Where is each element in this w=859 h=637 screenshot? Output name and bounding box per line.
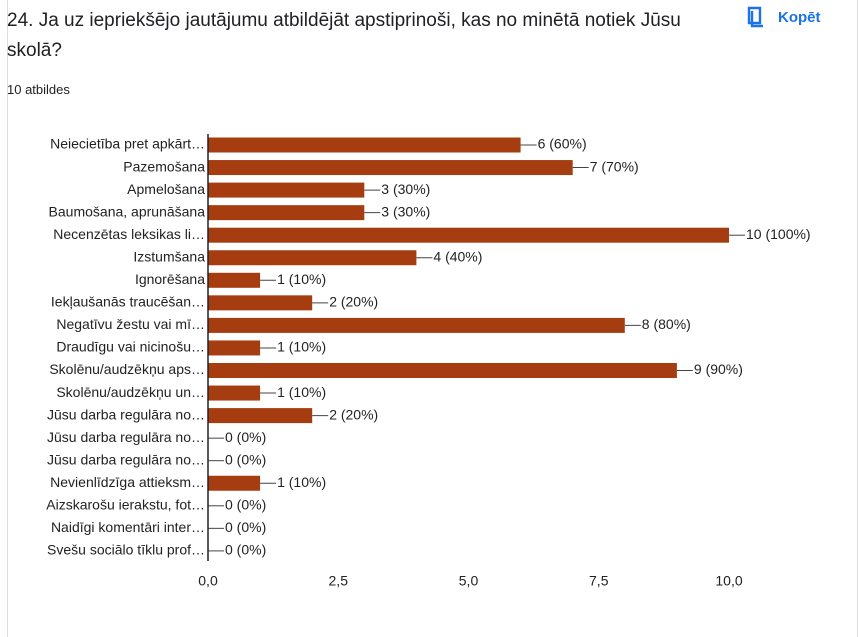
bar	[208, 408, 313, 424]
bar	[208, 295, 313, 311]
x-tick-label: 0,0	[198, 573, 218, 589]
data-label: 0 (0%)	[225, 519, 266, 535]
data-label: 2 (20%)	[329, 294, 378, 310]
bar	[208, 385, 261, 401]
x-tick-label: 10,0	[715, 573, 742, 589]
bar	[208, 205, 365, 221]
y-tick-label: Neiecietība pret apkārt…	[50, 136, 205, 152]
x-tick-label: 2,5	[329, 573, 349, 589]
y-tick-label: Apmelošana	[127, 181, 205, 197]
y-tick-label: Izstumšana	[133, 248, 205, 264]
data-label: 6 (60%)	[538, 136, 587, 152]
y-tick-label: Ignorēšana	[135, 271, 205, 287]
copy-icon	[747, 6, 763, 28]
data-label: 3 (30%)	[381, 181, 430, 197]
chart-title: 24. Ja uz iepriekšējo jautājumu atbildēj…	[7, 10, 681, 61]
y-tick-label: Baumošana, aprunāšana	[49, 203, 206, 219]
bar	[208, 340, 261, 356]
copy-label: Kopēt	[778, 8, 821, 26]
x-tick-label: 5,0	[459, 573, 479, 589]
bar	[208, 475, 261, 491]
chart-subtitle: 10 atbildes	[7, 82, 70, 97]
y-tick-label: Iekļaušanās traucēšan…	[51, 294, 205, 310]
bar	[208, 363, 677, 378]
y-tick-label: Naidīgi komentāri inter…	[51, 519, 205, 535]
y-tick-label: Nevienlīdzīga attieksm…	[50, 474, 205, 490]
y-tick-label: Jūsu darba regulāra no…	[47, 406, 205, 422]
y-tick-label: Skolēnu/audzēkņu un…	[56, 384, 205, 400]
y-tick-label: Negatīvu žestu vai mī…	[56, 316, 205, 332]
data-label: 7 (70%)	[590, 158, 639, 174]
bar	[208, 227, 729, 243]
data-label: 3 (30%)	[381, 203, 430, 219]
data-label: 0 (0%)	[225, 451, 266, 467]
bar	[208, 160, 573, 176]
y-tick-label: Jūsu darba regulāra no…	[47, 429, 205, 445]
bar	[208, 272, 261, 288]
data-label: 10 (100%)	[746, 226, 811, 242]
y-tick-label: Svešu sociālo tīklu prof…	[47, 542, 205, 558]
data-label: 9 (90%)	[694, 361, 743, 377]
card	[7, 0, 858, 637]
data-label: 1 (10%)	[277, 271, 326, 287]
y-tick-label: Jūsu darba regulāra no…	[47, 451, 205, 467]
data-label: 1 (10%)	[277, 339, 326, 355]
bar	[208, 317, 625, 333]
data-label: 1 (10%)	[277, 384, 326, 400]
y-tick-label: Aizskarošu ierakstu, fot…	[46, 497, 205, 513]
y-tick-label: Necenzētas leksikas li…	[53, 226, 205, 242]
data-label: 2 (20%)	[329, 406, 378, 422]
x-tick-label: 7,5	[589, 573, 609, 589]
y-tick-label: Draudīgu vai nicinošu…	[56, 339, 205, 355]
bar	[208, 250, 417, 266]
bar	[208, 182, 365, 198]
bar	[208, 137, 521, 153]
data-label: 0 (0%)	[225, 497, 266, 513]
data-label: 0 (0%)	[225, 542, 266, 558]
data-label: 0 (0%)	[225, 429, 266, 445]
data-label: 1 (10%)	[277, 474, 326, 490]
y-tick-label: Skolēnu/audzēkņu aps…	[49, 361, 205, 377]
data-label: 4 (40%)	[433, 248, 482, 264]
y-tick-label: Pazemošana	[123, 158, 205, 174]
copy-button[interactable]: Kopēt	[746, 6, 821, 28]
data-label: 8 (80%)	[642, 316, 691, 332]
